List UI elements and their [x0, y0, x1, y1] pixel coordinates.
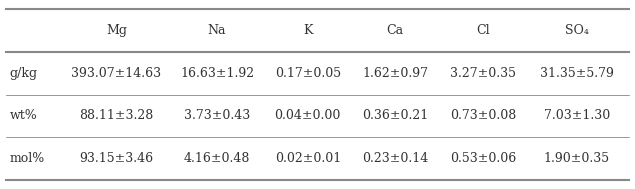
Text: 1.62±0.97: 1.62±0.97: [363, 67, 428, 80]
Text: 0.02±0.01: 0.02±0.01: [275, 152, 341, 165]
Text: 0.04±0.00: 0.04±0.00: [274, 109, 341, 122]
Text: wt%: wt%: [10, 109, 37, 122]
Text: 0.17±0.05: 0.17±0.05: [275, 67, 341, 80]
Text: 3.27±0.35: 3.27±0.35: [450, 67, 516, 80]
Text: SO₄: SO₄: [565, 24, 589, 37]
Text: 4.16±0.48: 4.16±0.48: [184, 152, 250, 165]
Text: 0.23±0.14: 0.23±0.14: [362, 152, 429, 165]
Text: 393.07±14.63: 393.07±14.63: [72, 67, 162, 80]
Text: 31.35±5.79: 31.35±5.79: [540, 67, 614, 80]
Text: 16.63±1.92: 16.63±1.92: [180, 67, 254, 80]
Text: 88.11±3.28: 88.11±3.28: [79, 109, 154, 122]
Text: g/kg: g/kg: [10, 67, 37, 80]
Text: 0.36±0.21: 0.36±0.21: [362, 109, 429, 122]
Text: mol%: mol%: [10, 152, 45, 165]
Text: 3.73±0.43: 3.73±0.43: [184, 109, 250, 122]
Text: Na: Na: [208, 24, 226, 37]
Text: 0.53±0.06: 0.53±0.06: [450, 152, 516, 165]
Text: Mg: Mg: [106, 24, 127, 37]
Text: Ca: Ca: [387, 24, 404, 37]
Text: 7.03±1.30: 7.03±1.30: [544, 109, 610, 122]
Text: Cl: Cl: [476, 24, 490, 37]
Text: 93.15±3.46: 93.15±3.46: [79, 152, 154, 165]
Text: K: K: [303, 24, 312, 37]
Text: 1.90±0.35: 1.90±0.35: [544, 152, 610, 165]
Text: 0.73±0.08: 0.73±0.08: [450, 109, 516, 122]
